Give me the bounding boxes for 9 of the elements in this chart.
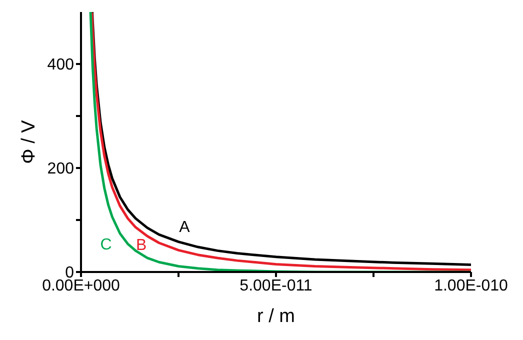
x-tick-label: 1.00E-010 [434,277,508,294]
x-axis-title: r / m [257,306,295,327]
series-label: C [100,236,112,254]
y-axis-title: Φ / V [18,120,40,164]
y-tick-label: 200 [47,160,74,178]
x-tick-label: 5.00E-011 [240,277,312,294]
y-tick-label: 400 [47,56,74,74]
series-label: A [179,218,190,236]
series-label: B [136,237,147,254]
